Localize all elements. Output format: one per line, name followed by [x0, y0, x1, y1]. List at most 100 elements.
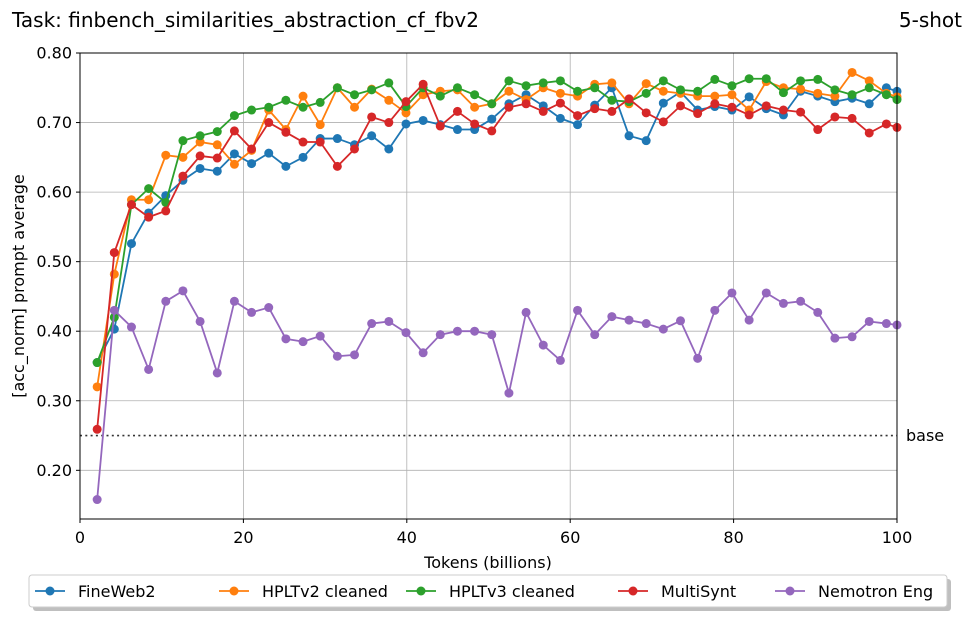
data-point — [710, 91, 720, 101]
data-point — [864, 76, 874, 86]
data-point — [126, 239, 136, 249]
data-point — [813, 88, 823, 98]
data-point — [229, 159, 239, 169]
data-point — [367, 319, 377, 329]
y-tick-label: 0.50 — [36, 252, 72, 271]
data-point — [710, 305, 720, 315]
data-point — [229, 126, 239, 136]
data-point — [144, 195, 154, 205]
data-point — [710, 99, 720, 109]
data-point — [744, 92, 754, 102]
data-point — [109, 305, 119, 315]
data-point — [693, 86, 703, 96]
data-point — [178, 152, 188, 162]
data-point — [247, 307, 257, 317]
data-point — [435, 121, 445, 131]
x-tick-label: 20 — [233, 528, 253, 547]
data-point — [367, 85, 377, 95]
data-point — [452, 125, 462, 135]
data-point — [92, 495, 102, 505]
data-point — [212, 153, 222, 163]
data-point — [555, 76, 565, 86]
data-point — [573, 120, 583, 130]
data-point — [590, 104, 600, 114]
data-point — [264, 102, 274, 112]
data-point — [298, 102, 308, 112]
legend: FineWeb2 HPLTv2 cleaned HPLTv3 cleaned Mult… — [28, 574, 951, 611]
data-point — [504, 102, 514, 112]
data-point — [384, 95, 394, 105]
data-point — [384, 118, 394, 128]
legend-box — [28, 574, 948, 608]
data-point — [229, 111, 239, 121]
data-point — [521, 81, 531, 91]
data-point — [435, 91, 445, 101]
data-point — [727, 90, 737, 100]
series — [92, 286, 902, 505]
data-point — [435, 330, 445, 340]
data-point — [504, 86, 514, 96]
data-point — [761, 101, 771, 111]
data-point — [195, 151, 205, 161]
data-point — [350, 102, 360, 112]
data-point — [641, 319, 651, 329]
data-point — [555, 113, 565, 123]
legend-label: HPLTv3 cleaned — [449, 582, 575, 601]
data-point — [555, 355, 565, 365]
data-point — [298, 337, 308, 347]
y-tick-label: 0.60 — [36, 183, 72, 202]
data-point — [367, 131, 377, 141]
data-point — [830, 85, 840, 95]
data-point — [607, 106, 617, 116]
data-point — [727, 102, 737, 112]
data-point — [144, 212, 154, 222]
data-point — [281, 127, 291, 137]
data-point — [573, 86, 583, 96]
data-point — [452, 106, 462, 116]
data-point — [126, 322, 136, 332]
data-point — [744, 110, 754, 120]
data-point — [590, 83, 600, 93]
data-point — [830, 333, 840, 343]
plot-frame — [79, 52, 898, 520]
data-point — [418, 79, 428, 89]
data-point — [332, 134, 342, 144]
data-point — [212, 140, 222, 150]
legend-label: Nemotron Eng — [818, 582, 933, 601]
legend-label: MultiSynt — [661, 582, 736, 601]
data-point — [658, 98, 668, 108]
data-point — [212, 368, 222, 378]
x-tick-label: 40 — [397, 528, 417, 547]
data-point — [384, 78, 394, 88]
data-point — [658, 117, 668, 127]
data-point — [298, 91, 308, 101]
data-point — [538, 78, 548, 88]
grid-lines — [79, 52, 898, 519]
data-point — [813, 307, 823, 317]
data-point — [195, 163, 205, 173]
data-point — [281, 161, 291, 171]
data-point — [264, 148, 274, 158]
data-point — [384, 316, 394, 326]
data-point — [624, 94, 634, 104]
y-axis-label: [acc_norm] prompt average — [9, 174, 29, 398]
series-line — [96, 71, 898, 387]
data-point — [727, 81, 737, 91]
data-point — [710, 74, 720, 84]
data-point — [315, 331, 325, 341]
data-point — [658, 324, 668, 334]
data-point — [675, 85, 685, 95]
data-point — [830, 91, 840, 101]
data-point — [727, 288, 737, 298]
x-tick-label: 80 — [723, 528, 743, 547]
chart-subtitle: 5-shot — [899, 8, 962, 32]
data-point — [693, 109, 703, 119]
series — [92, 74, 902, 368]
data-point — [607, 78, 617, 88]
data-point — [401, 97, 411, 107]
data-point — [178, 286, 188, 296]
data-point — [864, 128, 874, 138]
data-point — [452, 83, 462, 93]
data-point — [247, 159, 257, 169]
data-point — [573, 111, 583, 121]
